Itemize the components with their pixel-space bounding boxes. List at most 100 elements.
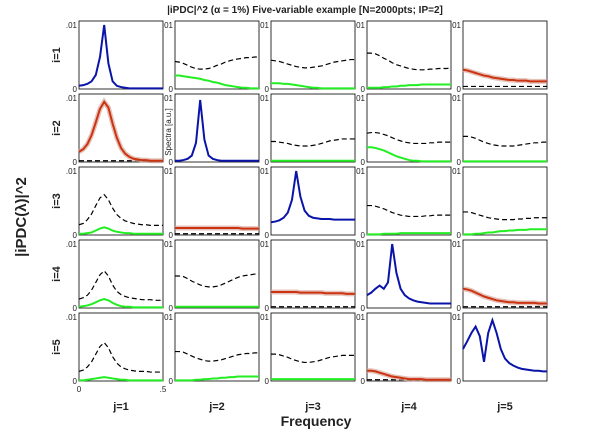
spectrum-line: [366, 243, 451, 305]
panel-i4-j1: 0.01: [66, 239, 164, 313]
panel-frame: [462, 239, 548, 309]
y-tick-label: .01: [66, 167, 78, 176]
y-tick-label: .01: [162, 94, 174, 103]
column-label-5: j=5: [496, 401, 513, 413]
spectrum-line: [175, 99, 259, 162]
panel-frame: [270, 20, 356, 90]
panel-frame: [174, 239, 260, 309]
panel-i2-j4: 0.01: [354, 93, 452, 167]
threshold-line: [367, 204, 451, 218]
panel-i4-j3: 0.01: [258, 239, 356, 313]
ipdc-line: [271, 291, 355, 295]
threshold-line: [271, 353, 355, 364]
panel-frame: [462, 166, 548, 236]
y-tick-label: .01: [66, 240, 78, 249]
y-tick-label: 0: [457, 158, 462, 167]
y-tick-label: 0: [169, 231, 174, 240]
panel-i1-j1: 0.01: [66, 20, 164, 94]
y-tick-label: 0: [73, 377, 78, 386]
threshold-line: [78, 341, 163, 373]
panel-i3-j1: 0.01: [66, 166, 164, 240]
row-label-3: i=3: [51, 193, 63, 209]
y-tick-label: 0: [265, 158, 270, 167]
panel-i1-j4: 0.01: [354, 20, 452, 94]
y-tick-label: 0: [73, 158, 78, 167]
spectra-axis-label: Spectra [a.u.]: [164, 108, 173, 156]
y-tick-label: .01: [162, 21, 174, 30]
y-tick-label: .01: [66, 21, 78, 30]
y-tick-label: 0: [169, 377, 174, 386]
panel-frame: [270, 239, 356, 309]
y-tick-label: .01: [162, 167, 174, 176]
y-tick-label: .01: [354, 21, 366, 30]
panel-i2-j1: 0.01: [66, 93, 164, 167]
y-tick-label: .01: [354, 240, 366, 249]
x-tick-label: 0: [77, 385, 82, 394]
column-label-2: j=2: [208, 401, 225, 413]
panel-frame: [174, 93, 260, 163]
panel-i3-j5: 0.01: [450, 166, 548, 240]
threshold-line: [270, 58, 355, 69]
panel-frame: [270, 166, 356, 236]
y-tick-label: 0: [265, 377, 270, 386]
x-tick-label: .5: [160, 385, 167, 394]
panel-frame: [78, 239, 164, 309]
ipdc-line: [79, 376, 163, 382]
panel-frame: [366, 239, 452, 309]
y-tick-label: 0: [361, 231, 366, 240]
spectrum-line: [270, 170, 355, 224]
y-tick-label: 0: [73, 231, 78, 240]
row-label-4: i=4: [51, 265, 63, 281]
threshold-line: [366, 131, 451, 145]
panel-i2-j3: 0.01: [258, 93, 356, 167]
ipdc-line: [462, 68, 547, 83]
panel-i5-j1: 0 .01 0 .5: [66, 312, 167, 394]
panel-frame: [174, 312, 260, 382]
threshold-line: [175, 350, 259, 362]
ipdc-line: [79, 226, 163, 235]
panel-i5-j2: 0.01: [162, 312, 260, 386]
panel-frame: [78, 166, 164, 236]
panel-i5-j3: 0.01: [258, 312, 356, 386]
y-tick-label: 0: [361, 158, 366, 167]
y-tick-label: 0: [361, 377, 366, 386]
y-tick-label: 0: [169, 158, 174, 167]
x-axis-label: Frequency: [281, 413, 352, 429]
panel-frame: [270, 312, 356, 382]
panel-i4-j4: 0.01: [354, 239, 452, 313]
y-tick-label: 0: [73, 85, 78, 94]
threshold-line: [175, 273, 259, 288]
panel-i5-j4: 0.01: [354, 312, 452, 386]
y-tick-label: .01: [258, 21, 270, 30]
ipdc-line: [367, 232, 451, 236]
panel-i5-j5: 0.01: [450, 312, 548, 386]
chart-title: |iPDC|^2 (α = 1%) Five-variable example …: [167, 5, 443, 16]
y-tick-label: 0: [457, 304, 462, 313]
y-tick-label: 0: [361, 304, 366, 313]
y-tick-label: .01: [450, 21, 462, 30]
panel-i3-j2: 0.01: [162, 166, 260, 240]
y-tick-label: .01: [354, 94, 366, 103]
panel-i2-j2: 0 .01 Spectra [a.u.]: [162, 93, 260, 167]
column-label-3: j=3: [304, 401, 321, 413]
y-tick-label: .01: [258, 240, 270, 249]
panel-i1-j2: 0.01: [162, 20, 260, 94]
panel-i4-j5: 0.01: [450, 239, 548, 313]
y-tick-label: .01: [450, 240, 462, 249]
threshold-line: [271, 138, 355, 147]
y-tick-label: 0: [265, 85, 270, 94]
panel-i3-j3: 0.01: [258, 166, 356, 240]
y-tick-label: 0: [169, 304, 174, 313]
y-tick-label: .01: [258, 167, 270, 176]
panel-grid: i=1i=2i=3i=4i=5j=1 j=2 j=3 j=4 j=50.010.010.…: [51, 20, 548, 413]
panel-i2-j5: 0.01: [450, 93, 548, 167]
panel-i1-j3: 0.01: [258, 20, 356, 94]
panel-frame: [78, 20, 164, 90]
y-tick-label: .01: [354, 313, 366, 322]
panel-frame: [78, 312, 164, 382]
y-tick-label: .01: [354, 167, 366, 176]
column-label-1: j=1: [112, 401, 129, 413]
ipdc-line: [78, 297, 163, 309]
y-tick-label: 0: [265, 231, 270, 240]
spectrum-line: [78, 24, 163, 90]
